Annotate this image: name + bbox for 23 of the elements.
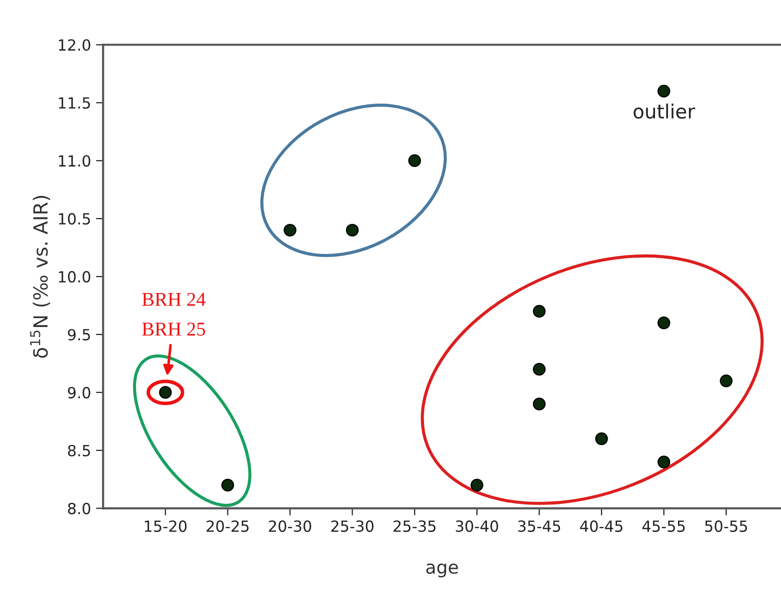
x-tick-label: 20-25 <box>206 520 249 532</box>
y-tick-label: 10.0 <box>58 271 90 283</box>
x-tick-label: 45-55 <box>642 520 685 532</box>
y-tick-label: 9.5 <box>68 328 90 340</box>
annotation: outlier <box>634 104 696 119</box>
x-tick-label: 15-20 <box>144 520 187 532</box>
x-tick-label: 35-45 <box>518 520 560 532</box>
y-axis-title: δ$^{15}$N (‰ vs. AIR) <box>30 196 50 358</box>
y-tick-label: 12.0 <box>58 39 90 51</box>
x-tick-label: 25-35 <box>394 520 436 532</box>
y-tick-label: 11.5 <box>58 97 90 109</box>
x-tick-label: 20-30 <box>268 520 312 532</box>
x-tick-label: 50-55 <box>705 520 748 532</box>
x-tick-label: 25-30 <box>331 520 374 532</box>
y-tick-label: 8.0 <box>68 502 90 514</box>
y-tick-label: 9.0 <box>68 386 90 398</box>
y-tick-label: 8.5 <box>68 444 90 456</box>
y-tick-label: 10.5 <box>58 213 90 225</box>
x-tick-label: 40-45 <box>580 520 622 532</box>
x-axis-title: age <box>426 564 458 578</box>
x-tick-label: 30-40 <box>456 520 498 532</box>
y-tick-label: 11.0 <box>58 155 90 167</box>
annotation: BRH 24 BRH 25 <box>142 292 206 336</box>
